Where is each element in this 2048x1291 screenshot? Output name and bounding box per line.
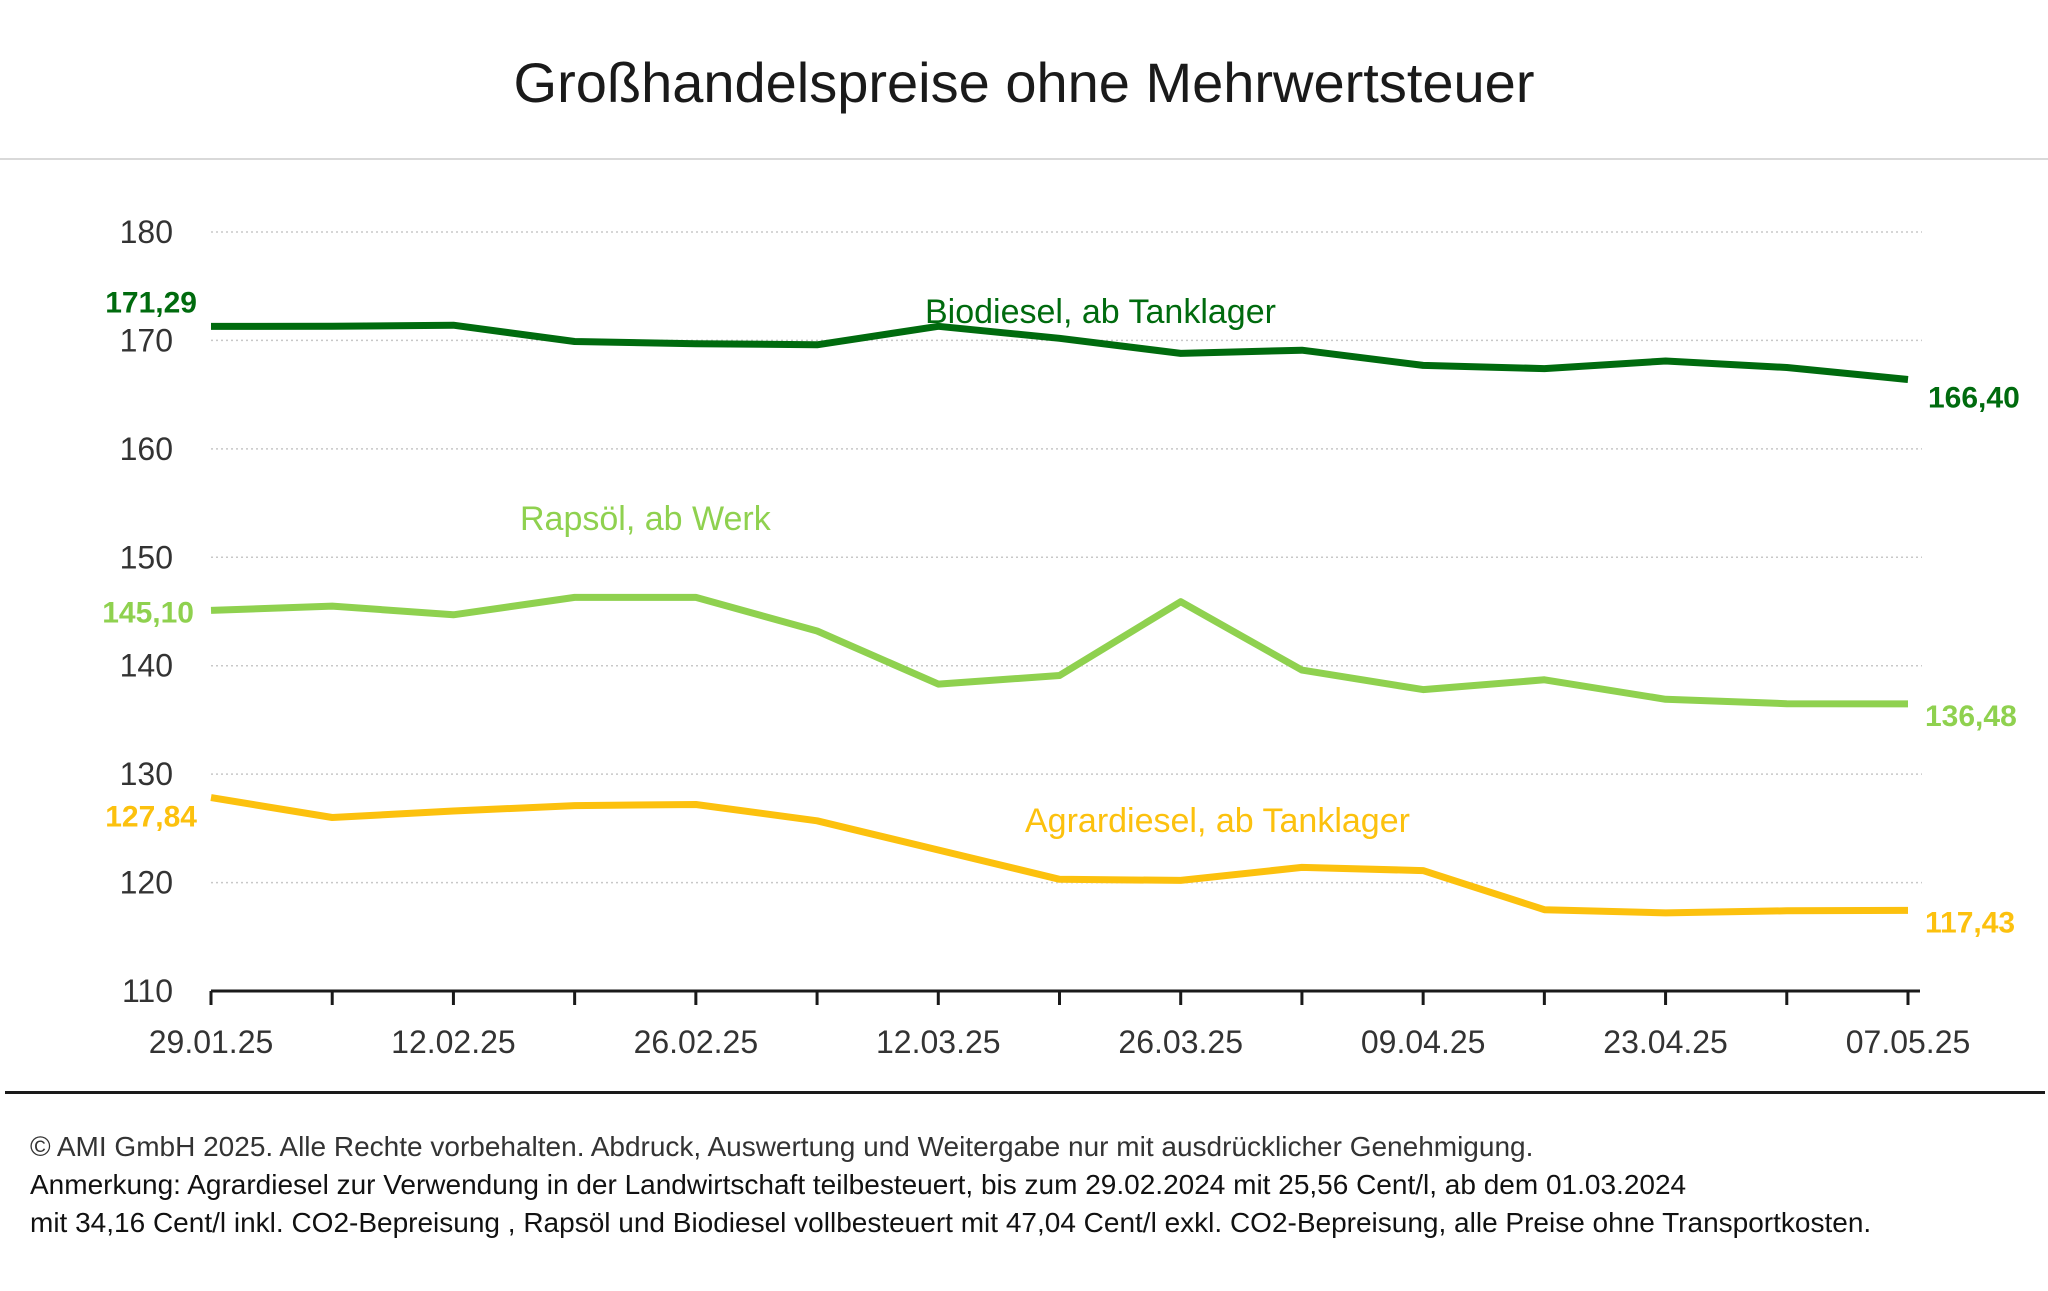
y-tick-label: 120	[120, 865, 173, 901]
series-name-label: Biodiesel, ab Tanklager	[925, 293, 1276, 331]
x-tick-label: 29.01.25	[149, 1024, 274, 1060]
footer: © AMI GmbH 2025. Alle Rechte vorbehalten…	[30, 1128, 2020, 1242]
y-tick-label: 180	[120, 214, 173, 250]
series-line	[210, 794, 1909, 917]
series-name-label: Agrardiesel, ab Tanklager	[1025, 802, 1410, 840]
y-tick-label: 150	[120, 539, 173, 575]
end-value-label: 117,43	[1925, 906, 2015, 939]
x-tick-label: 26.02.25	[634, 1024, 759, 1060]
note-line-2: mit 34,16 Cent/l inkl. CO2-Bepreisung , …	[30, 1207, 1872, 1238]
x-tick-label: 12.02.25	[391, 1024, 516, 1060]
y-tick-label: 160	[120, 431, 173, 467]
series-labels: Biodiesel, ab Tanklager 171,29 166,40 Rapsö…	[102, 286, 2020, 939]
series-name-label: Rapsöl, ab Werk	[520, 500, 772, 538]
x-tick-label: 26.03.25	[1118, 1024, 1243, 1060]
x-tick-label: 23.04.25	[1603, 1024, 1728, 1060]
series-lines	[210, 321, 1909, 917]
start-value-label: 145,10	[102, 596, 194, 629]
axes: 110 120 130 140 150 160 170 180 29.01.25 12.02.25…	[120, 214, 1971, 1060]
y-tick-label: 140	[120, 648, 173, 684]
line-chart: 110 120 130 140 150 160 170 180 29.01.25 12.02.25…	[102, 214, 2020, 1060]
series-line	[210, 593, 1909, 708]
note-line-1: Anmerkung: Agrardiesel zur Verwendung in…	[30, 1169, 1687, 1200]
copyright-text: © AMI GmbH 2025. Alle Rechte vorbehalten…	[30, 1131, 1534, 1162]
y-tick-label: 170	[120, 322, 173, 358]
grid-lines	[211, 231, 1922, 884]
title-divider	[0, 158, 2048, 160]
end-value-label: 166,40	[1928, 381, 2020, 414]
end-value-label: 136,48	[1925, 700, 2017, 733]
footer-divider	[5, 1091, 2045, 1094]
start-value-label: 127,84	[105, 801, 197, 834]
chart-title: Großhandelspreise ohne Mehrwertsteuer	[513, 51, 1535, 114]
series-line	[210, 321, 1909, 383]
x-tick-label: 09.04.25	[1361, 1024, 1486, 1060]
x-tick-label: 12.03.25	[876, 1024, 1001, 1060]
y-tick-label: 110	[122, 973, 173, 1009]
x-tick-label: 07.05.25	[1846, 1024, 1971, 1060]
start-value-label: 171,29	[105, 286, 197, 319]
y-tick-label: 130	[120, 756, 173, 792]
